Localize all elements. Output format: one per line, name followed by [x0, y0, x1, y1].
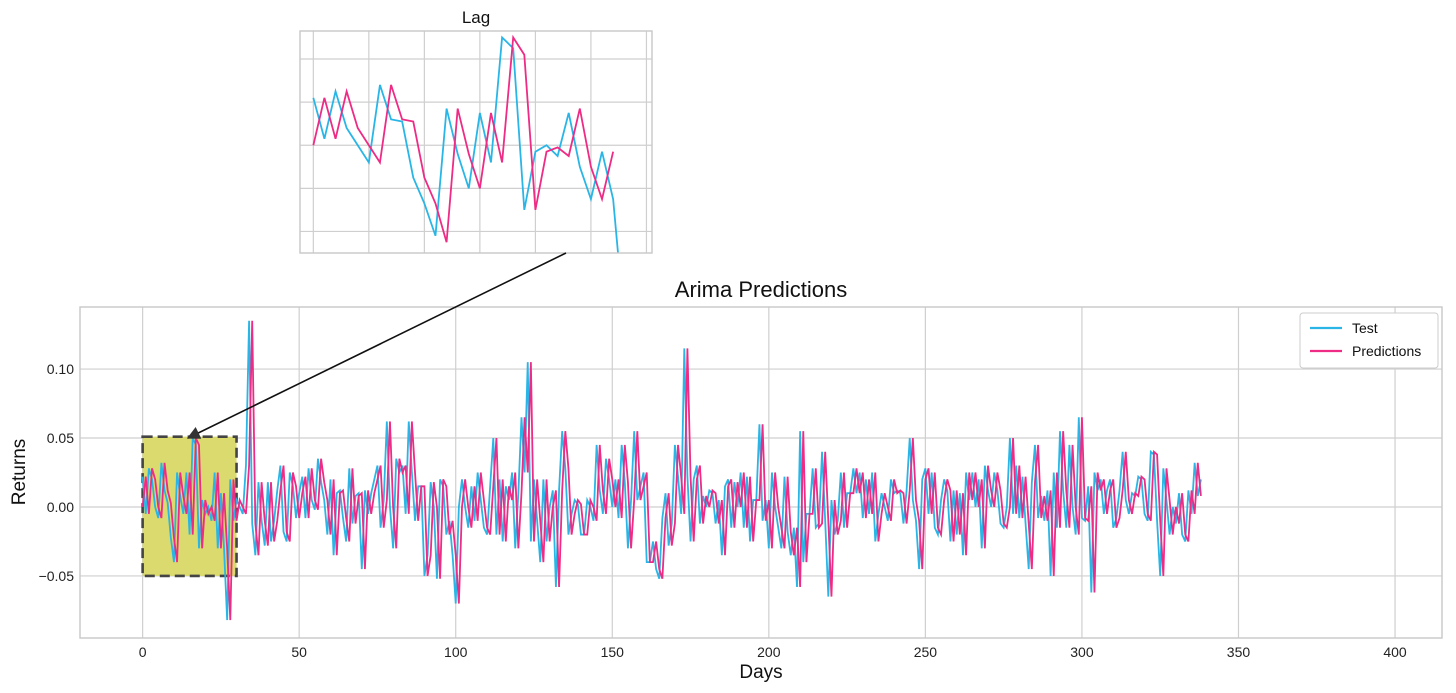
predictions-series-line [141, 320, 1202, 621]
inset-plot-frame [299, 30, 653, 254]
x-tick-label: 350 [1227, 644, 1251, 660]
legend: Test Predictions [1299, 312, 1439, 369]
x-tick-label: 0 [139, 644, 147, 660]
inset-test-series-line [312, 35, 619, 253]
zoom-connector-arrow [186, 252, 567, 439]
inset-predictions-series-line [312, 34, 615, 243]
inset-title: Lag [462, 8, 490, 27]
legend-predictions-label: Predictions [1352, 343, 1421, 359]
x-tick-label: 50 [291, 644, 307, 660]
y-tick-label: 0.05 [47, 430, 74, 446]
test-series-line [141, 320, 1202, 621]
x-tick-label: 300 [1070, 644, 1094, 660]
inset-grid [300, 31, 652, 253]
chart-title: Arima Predictions [675, 277, 847, 302]
main-plot-frame [79, 306, 1443, 639]
y-tick-label: 0.00 [47, 499, 74, 515]
x-tick-label: 100 [444, 644, 468, 660]
y-tick-label: −0.05 [39, 568, 75, 584]
x-tick-label: 200 [757, 644, 781, 660]
legend-box [1299, 312, 1439, 369]
x-tick-label: 400 [1383, 644, 1407, 660]
y-tick-label: 0.10 [47, 361, 74, 377]
x-axis-label: Days [739, 662, 782, 683]
legend-test-label: Test [1352, 320, 1378, 336]
x-tick-label: 250 [914, 644, 938, 660]
y-axis-label: Returns [9, 439, 30, 506]
x-tick-labels: 0 50 100 150 200 250 300 350 400 [139, 644, 1407, 660]
y-tick-labels: −0.05 0.00 0.05 0.10 [39, 361, 75, 584]
main-chart: 0 50 100 150 200 250 300 350 400 −0.05 0.00 0.05 0.… [9, 277, 1443, 683]
inset-chart: Lag [299, 8, 653, 254]
x-tick-label: 150 [601, 644, 625, 660]
